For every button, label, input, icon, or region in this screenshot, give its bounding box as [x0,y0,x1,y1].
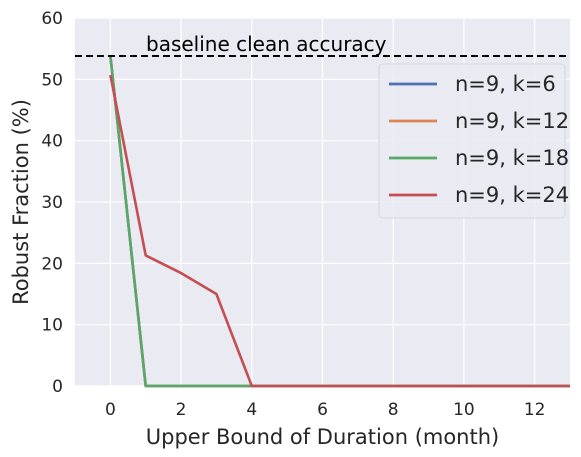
x-tick-label: 2 [176,400,187,420]
y-tick-label: 10 [41,316,63,336]
y-tick-label: 50 [41,70,63,90]
y-tick-label: 30 [41,193,63,213]
legend-label: n=9, k=24 [455,183,569,207]
y-tick-label: 0 [52,377,63,397]
series-lines [109,55,570,388]
y-tick-label: 20 [41,254,63,274]
baseline: baseline clean accuracy [75,32,570,58]
x-tick-label: 12 [524,400,546,420]
y-tick-label: 60 [41,9,63,29]
legend-label: n=9, k=18 [455,146,569,170]
series-line [109,74,570,388]
x-tick-label: 10 [453,400,475,420]
x-tick-label: 8 [388,400,399,420]
legend-label: n=9, k=6 [455,72,556,96]
legend: n=9, k=6 n=9, k=12 n=9, k=18 n=9, k=24 [378,63,569,219]
x-tick-label: 0 [105,400,116,420]
x-tick-label: 6 [317,400,328,420]
legend-label: n=9, k=12 [455,109,569,133]
tick-labels: 0 2 4 6 8 10 12 0 10 20 30 40 50 60 [41,9,545,420]
x-tick-label: 4 [246,400,257,420]
y-tick-label: 40 [41,132,63,152]
baseline-label: baseline clean accuracy [146,32,387,56]
y-axis-title: Robust Fraction (%) [9,99,33,305]
x-axis-title: Upper Bound of Duration (month) [146,425,499,449]
legend-box [378,63,566,219]
